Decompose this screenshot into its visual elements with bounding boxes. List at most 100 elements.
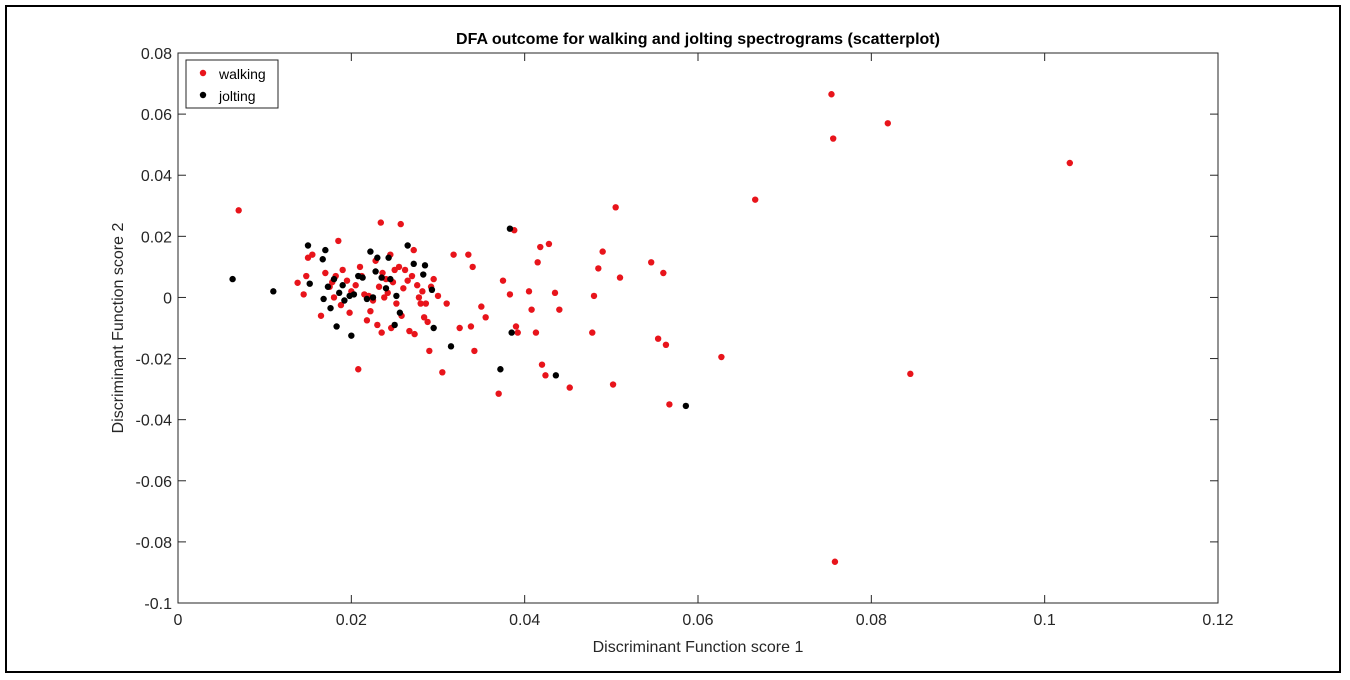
walking-point <box>367 307 374 315</box>
walking-point <box>545 240 553 248</box>
walking-point <box>439 369 446 376</box>
jolting-point <box>348 332 355 339</box>
x-tick-label: 0.08 <box>856 612 887 629</box>
walking-point <box>343 277 351 284</box>
x-tick-label: 0.06 <box>682 612 713 629</box>
x-axis-ticks: 0 0.02 0.04 0.06 0.08 0.1 0.12 <box>174 53 1234 629</box>
x-tick-label: 0 <box>174 612 183 629</box>
jolting-point <box>327 304 334 312</box>
legend-walking-marker <box>199 69 207 77</box>
y-tick-label: -0.1 <box>144 596 172 613</box>
jolting-point <box>682 402 690 410</box>
walking-point <box>537 243 544 251</box>
walking-point <box>599 248 606 255</box>
walking-point <box>506 291 514 298</box>
walking-point <box>317 312 325 319</box>
walking-point <box>374 321 381 329</box>
walking-point <box>378 329 385 336</box>
walking-point <box>406 327 413 335</box>
walking-point <box>434 292 442 300</box>
walking-point <box>471 347 478 355</box>
walking-point <box>346 309 353 316</box>
jolting-point <box>430 324 437 332</box>
walking-point <box>495 390 502 397</box>
data-points <box>229 91 1074 565</box>
walking-point <box>609 381 617 388</box>
jolting-point <box>374 254 381 261</box>
y-tick-label: 0.06 <box>141 107 172 124</box>
walking-point <box>514 329 521 336</box>
walking-point <box>884 120 891 127</box>
walking-point <box>443 300 450 307</box>
walking-point <box>595 265 602 272</box>
y-tick-label: 0.02 <box>141 229 172 246</box>
walking-point <box>532 329 540 336</box>
jolting-point <box>404 242 411 249</box>
y-tick-label: 0 <box>163 290 172 307</box>
plot-area <box>177 52 1219 604</box>
walking-point <box>662 341 670 349</box>
jolting-point <box>270 288 277 295</box>
walking-point <box>414 282 421 289</box>
legend-walking-label: walking <box>218 66 266 82</box>
walking-point <box>752 196 759 203</box>
jolting-point <box>421 262 429 269</box>
walking-point <box>303 272 310 280</box>
legend: walking jolting <box>185 59 279 109</box>
y-tick-label: 0.08 <box>141 46 172 63</box>
walking-point <box>377 219 384 226</box>
legend-jolting-marker <box>199 91 207 99</box>
walking-point <box>1066 159 1074 167</box>
legend-jolting-label: jolting <box>218 88 256 104</box>
jolting-point <box>391 321 398 329</box>
walking-point <box>395 263 403 271</box>
jolting-point <box>350 291 358 298</box>
jolting-point <box>428 286 436 294</box>
jolting-point <box>497 366 504 373</box>
walking-point <box>456 324 463 332</box>
jolting-point <box>367 248 374 255</box>
jolting-point <box>363 295 371 303</box>
jolting-point <box>330 275 338 283</box>
x-tick-label: 0.1 <box>1034 612 1056 629</box>
jolting-point <box>552 372 560 379</box>
jolting-point <box>506 225 514 232</box>
walking-point <box>322 269 329 277</box>
x-tick-label: 0.04 <box>509 612 540 629</box>
y-axis-ticks: 0.08 0.06 0.04 0.02 0 -0.02 -0.04 -0.06 -0.08 -0.… <box>136 46 1218 613</box>
chart-title: DFA outcome for walking and jolting spec… <box>456 31 940 48</box>
walking-point <box>375 283 383 290</box>
walking-point <box>907 370 914 378</box>
walking-point <box>426 347 433 355</box>
y-tick-label: -0.04 <box>136 413 173 430</box>
walking-point <box>337 301 345 309</box>
jolting-point <box>420 271 427 278</box>
walking-point <box>352 282 359 289</box>
walking-point <box>512 323 520 330</box>
jolting-point <box>341 297 348 304</box>
walking-point <box>590 292 598 300</box>
y-tick-label: -0.06 <box>136 474 173 491</box>
walking-point <box>408 272 416 280</box>
jolting-point <box>508 329 515 336</box>
walking-point <box>666 401 673 408</box>
walking-point <box>648 259 655 266</box>
walking-point <box>478 303 485 310</box>
walking-point <box>616 274 624 281</box>
walking-point <box>525 288 533 295</box>
y-axis-label: Discriminant Function score 2 <box>110 223 127 434</box>
walking-point <box>401 266 409 274</box>
walking-point <box>330 294 338 301</box>
walking-point <box>235 207 242 214</box>
walking-point <box>309 251 316 258</box>
walking-point <box>566 384 573 391</box>
jolting-point <box>359 274 366 281</box>
walking-point <box>718 353 725 361</box>
y-tick-label: -0.02 <box>136 352 173 369</box>
jolting-point <box>229 275 236 283</box>
jolting-point <box>372 268 379 275</box>
walking-point <box>397 220 404 228</box>
walking-point <box>589 329 596 336</box>
walking-point <box>450 251 457 258</box>
walking-point <box>467 323 475 330</box>
